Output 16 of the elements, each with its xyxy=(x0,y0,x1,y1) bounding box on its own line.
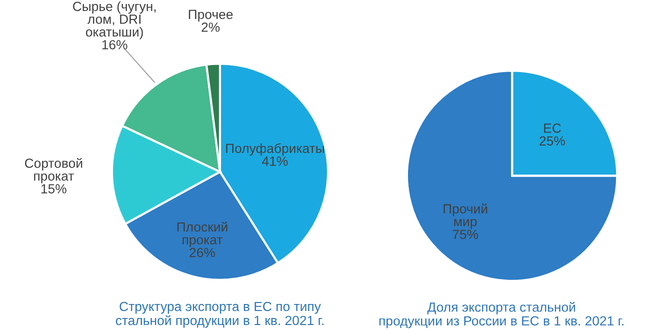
data-label: 25% xyxy=(540,136,565,146)
text: Доля экспорта стальной продукции из России в ЕС в 1 кв. 2021 г. xyxy=(379,302,624,328)
slice-label: Сортовой прокат xyxy=(24,158,82,184)
slice-label: Плоский прокат xyxy=(177,222,228,248)
slice-label: Прочий мир xyxy=(444,204,488,229)
data-label: 26% xyxy=(190,248,215,258)
data-label: 2% xyxy=(202,22,220,32)
slice-label: Сырье (чугун, лом, DRI окатыши) xyxy=(73,1,156,40)
data-label: 75% xyxy=(452,230,478,240)
text: Структура экспорта в ЕС по типу стальной продукции в 1 кв. 2021 г. xyxy=(116,302,324,328)
data-label: 15% xyxy=(41,184,66,194)
slice-label: ЕС xyxy=(544,123,561,133)
data-label: 41% xyxy=(262,156,288,166)
data-label: 16% xyxy=(102,40,128,50)
slice-label: Прочее xyxy=(188,10,233,22)
slice-label: Полуфабрикаты xyxy=(226,143,324,156)
